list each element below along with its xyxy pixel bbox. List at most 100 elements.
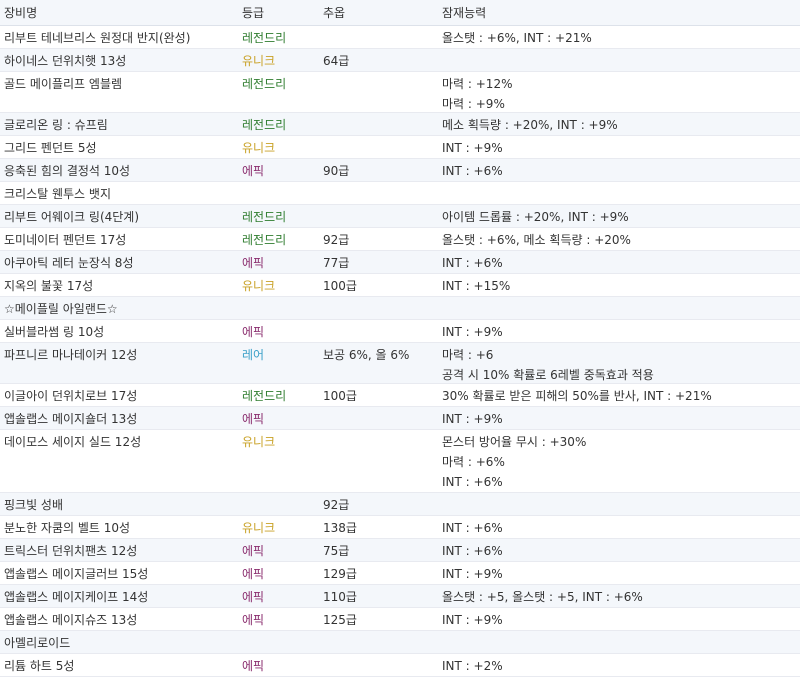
potential-line: INT : +9%	[442, 567, 503, 581]
table-row: 아멜리로이드	[0, 631, 800, 654]
item-name: 트릭스터 던위치팬츠 12성	[4, 544, 138, 558]
potential-line: INT : +15%	[442, 279, 511, 293]
table-row: 지옥의 불꽃 17성 유니크 100급 INT : +15%	[0, 274, 800, 297]
item-potential: INT : +6%	[442, 539, 503, 561]
potential-line: INT : +6%	[442, 475, 503, 489]
item-potential: INT : +9%	[442, 320, 503, 342]
potential-line: INT : +6%	[442, 164, 503, 178]
table-body: 리부트 테네브리스 원정대 반지(완성) 레전드리 올스탯 : +6%, INT :…	[0, 26, 800, 677]
table-row: 골드 메이플리프 엠블렘 레전드리 마력 : +12% 마력 : +9%	[0, 72, 800, 113]
item-name: 파프니르 마나테이커 12성	[4, 348, 138, 362]
item-potential: 올스탯 : +6%, INT : +21%	[442, 26, 592, 48]
item-name: 하이네스 던위치햇 13성	[4, 54, 127, 68]
potential-line: 30% 확률로 받은 피해의 50%를 반사, INT : +21%	[442, 389, 712, 403]
item-grade: 유니크	[242, 141, 276, 155]
table-row: 응축된 힘의 결정석 10성 에픽 90급 INT : +6%	[0, 159, 800, 182]
item-bonus-stat: 92급	[323, 233, 350, 247]
header-name: 장비명	[4, 6, 38, 20]
item-bonus-stat: 100급	[323, 389, 357, 403]
header-potential: 잠재능력	[442, 6, 487, 20]
potential-line: INT : +6%	[442, 544, 503, 558]
item-grade: 레전드리	[242, 210, 287, 224]
potential-line: INT : +9%	[442, 325, 503, 339]
potential-line: INT : +6%	[442, 256, 503, 270]
item-potential: INT : +9%	[442, 407, 503, 429]
table-row: 리부트 테네브리스 원정대 반지(완성) 레전드리 올스탯 : +6%, INT :…	[0, 26, 800, 49]
potential-line: 마력 : +12%	[442, 77, 513, 91]
table-row: 분노한 자쿰의 벨트 10성 유니크 138급 INT : +6%	[0, 516, 800, 539]
item-name: 앱솔랩스 메이지숄더 13성	[4, 412, 138, 426]
item-name: 리튬 하트 5성	[4, 659, 75, 673]
item-potential: 마력 : +12% 마력 : +9%	[442, 72, 512, 114]
potential-line: 메소 획득량 : +20%, INT : +9%	[442, 118, 618, 132]
header-bonus: 추옵	[323, 6, 346, 20]
item-name: 골드 메이플리프 엠블렘	[4, 77, 123, 91]
table-row: ☆메이플릴 아일랜드☆	[0, 297, 800, 320]
potential-line: 마력 : +6%	[442, 455, 505, 469]
table-row: 실버블라썸 링 10성 에픽 INT : +9%	[0, 320, 800, 343]
item-name: 이글아이 던위치로브 17성	[4, 389, 138, 403]
table-row: 앱솔랩스 메이지케이프 14성 에픽 110급 올스탯 : +5, 올스탯 : +5,…	[0, 585, 800, 608]
table-row: 크리스탈 웬투스 뱃지	[0, 182, 800, 205]
item-name: 앱솔랩스 메이지슈즈 13성	[4, 613, 138, 627]
table-row: 아쿠아틱 레터 눈장식 8성 에픽 77급 INT : +6%	[0, 251, 800, 274]
table-row: 리부트 어웨이크 링(4단계) 레전드리 아이템 드롭률 : +20%, INT :…	[0, 205, 800, 228]
potential-line: 공격 시 10% 확률로 6레벨 중독효과 적용	[442, 368, 654, 382]
item-bonus-stat: 100급	[323, 279, 357, 293]
item-potential: 올스탯 : +6%, 메소 획득량 : +20%	[442, 228, 631, 250]
item-name: 데이모스 세이지 실드 12성	[4, 435, 142, 449]
item-name: 분노한 자쿰의 벨트 10성	[4, 521, 131, 535]
item-grade: 에픽	[242, 412, 265, 426]
item-bonus-stat: 138급	[323, 521, 357, 535]
header-grade: 등급	[242, 6, 265, 20]
item-grade: 에픽	[242, 613, 265, 627]
item-potential: INT : +2%	[442, 654, 503, 676]
table-row: 앱솔랩스 메이지슈즈 13성 에픽 125급 INT : +9%	[0, 608, 800, 631]
item-name: 도미네이터 펜던트 17성	[4, 233, 127, 247]
item-name: 글로리온 링 : 슈프림	[4, 118, 108, 132]
potential-line: INT : +9%	[442, 613, 503, 627]
table-row: 리튬 하트 5성 에픽 INT : +2%	[0, 654, 800, 677]
item-potential: 올스탯 : +5, 올스탯 : +5, INT : +6%	[442, 585, 643, 607]
potential-line: 올스탯 : +5, 올스탯 : +5, INT : +6%	[442, 590, 643, 604]
item-name: ☆메이플릴 아일랜드☆	[4, 302, 118, 316]
item-bonus-stat: 110급	[323, 590, 357, 604]
item-name: 지옥의 불꽃 17성	[4, 279, 94, 293]
item-grade: 유니크	[242, 54, 276, 68]
item-name: 리부트 어웨이크 링(4단계)	[4, 210, 140, 224]
item-grade: 레어	[242, 348, 265, 362]
potential-line: INT : +2%	[442, 659, 503, 673]
item-bonus-stat: 보공 6%, 올 6%	[323, 348, 410, 362]
item-potential: INT : +9%	[442, 136, 503, 158]
item-grade: 레전드리	[242, 118, 287, 132]
item-grade: 레전드리	[242, 77, 287, 91]
potential-line: 몬스터 방어율 무시 : +30%	[442, 435, 587, 449]
item-grade: 레전드리	[242, 389, 287, 403]
table-row: 앱솔랩스 메이지글러브 15성 에픽 129급 INT : +9%	[0, 562, 800, 585]
item-name: 실버블라썸 링 10성	[4, 325, 105, 339]
item-potential: INT : +6%	[442, 159, 503, 181]
item-grade: 에픽	[242, 659, 265, 673]
item-potential: INT : +6%	[442, 516, 503, 538]
table-row: 파프니르 마나테이커 12성 레어 보공 6%, 올 6% 마력 : +6 공격 시 1…	[0, 343, 800, 384]
item-potential: 30% 확률로 받은 피해의 50%를 반사, INT : +21%	[442, 384, 712, 406]
item-grade: 에픽	[242, 567, 265, 581]
item-name: 앱솔랩스 메이지글러브 15성	[4, 567, 149, 581]
table-row: 하이네스 던위치햇 13성 유니크 64급	[0, 49, 800, 72]
item-grade: 에픽	[242, 325, 265, 339]
item-potential: 몬스터 방어율 무시 : +30% 마력 : +6% INT : +6%	[442, 430, 586, 492]
item-bonus-stat: 129급	[323, 567, 357, 581]
item-potential: INT : +15%	[442, 274, 510, 296]
table-row: 데이모스 세이지 실드 12성 유니크 몬스터 방어율 무시 : +30% 마력 : …	[0, 430, 800, 493]
item-grade: 레전드리	[242, 31, 287, 45]
item-bonus-stat: 75급	[323, 544, 350, 558]
table-row: 그리드 펜던트 5성 유니크 INT : +9%	[0, 136, 800, 159]
item-name: 핑크빛 성배	[4, 498, 64, 512]
potential-line: INT : +9%	[442, 412, 503, 426]
item-name: 크리스탈 웬투스 뱃지	[4, 187, 111, 201]
potential-line: 올스탯 : +6%, 메소 획득량 : +20%	[442, 233, 631, 247]
item-name: 앱솔랩스 메이지케이프 14성	[4, 590, 149, 604]
table-row: 핑크빛 성배 92급	[0, 493, 800, 516]
potential-line: INT : +6%	[442, 521, 503, 535]
